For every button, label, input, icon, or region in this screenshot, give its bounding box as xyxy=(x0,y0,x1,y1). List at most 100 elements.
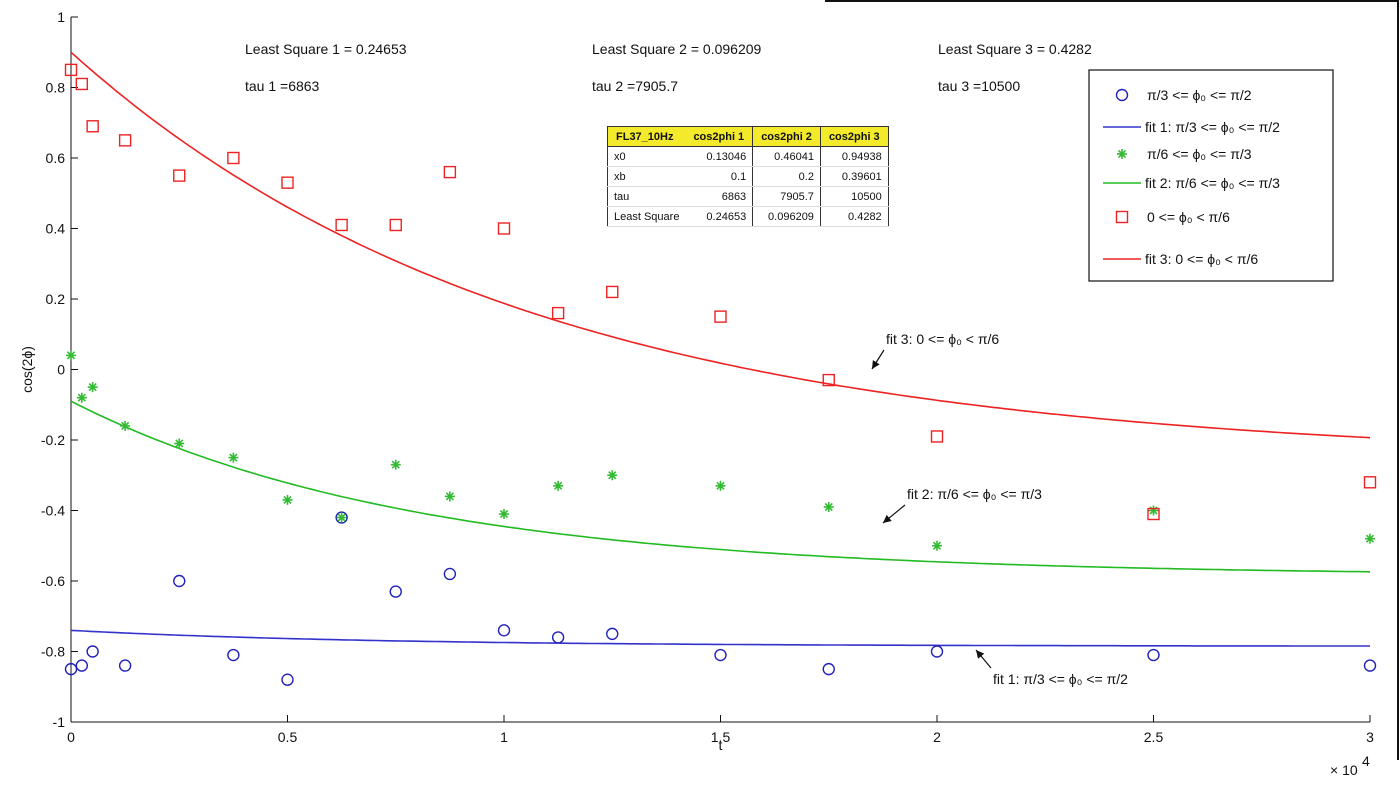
y-tick-label: 0.4 xyxy=(46,221,66,237)
legend-entry-label: fit 1: π/3 <= ϕ₀ <= π/2 xyxy=(1145,119,1280,135)
star-core xyxy=(447,494,452,499)
data-points xyxy=(64,63,1377,686)
data-point-star xyxy=(87,382,98,393)
table-cell: 0.46041 xyxy=(752,146,821,167)
fit-curve-3 xyxy=(70,400,1371,573)
data-point-square xyxy=(551,306,565,320)
fit-curves xyxy=(70,51,1371,647)
data-point-square xyxy=(64,63,78,77)
y-tick-label: -0.6 xyxy=(41,573,65,589)
table-row: Least Square 0.24653 0.096209 0.4282 xyxy=(607,206,889,227)
data-point-star xyxy=(823,501,834,512)
y-tick-label: -0.2 xyxy=(41,432,65,448)
data-point-circle xyxy=(64,662,78,676)
star-core xyxy=(502,512,506,517)
table-cell: 0.4282 xyxy=(820,206,889,227)
data-point-square xyxy=(1147,507,1160,521)
table-cell: 10500 xyxy=(820,186,889,207)
data-point-square xyxy=(281,176,294,189)
data-point-circle xyxy=(822,662,835,676)
data-point-star xyxy=(76,392,87,403)
legend-entry-label: 0 <= ϕ₀ < π/6 xyxy=(1147,209,1230,225)
data-point-star xyxy=(932,540,942,551)
data-point-square xyxy=(335,218,348,232)
data-point-circle xyxy=(389,585,402,598)
y-tick-label: 0.2 xyxy=(46,291,66,307)
y-tick-label: 1 xyxy=(57,9,65,25)
y-tick-label: 0.8 xyxy=(46,80,66,96)
star-core xyxy=(826,504,831,509)
table-row: x0 0.13046 0.46041 0.94938 xyxy=(607,146,889,167)
data-point-star xyxy=(336,512,347,523)
arrow-head xyxy=(872,360,880,369)
table-cell: 0.1 xyxy=(685,166,754,187)
legend-marker-star xyxy=(1117,149,1127,159)
arrow-head xyxy=(883,514,892,523)
x-exponent-power: 4 xyxy=(1362,753,1370,769)
data-point-circle xyxy=(930,645,944,658)
data-point-circle xyxy=(335,511,348,524)
data-point-square xyxy=(1363,476,1377,489)
x-exponent-label: × 10 xyxy=(1330,762,1358,778)
data-point-circle xyxy=(75,659,89,672)
data-point-circle xyxy=(1147,648,1160,662)
x-tick-label: 0 xyxy=(67,729,75,745)
data-point-star xyxy=(444,491,455,502)
legend: π/3 <= ϕ₀ <= π/2 fit 1: π/3 <= ϕ₀ <= π/2 π… xyxy=(1088,69,1334,282)
star-core xyxy=(79,395,84,400)
legend-entry-label: fit 2: π/6 <= ϕ₀ <= π/3 xyxy=(1145,175,1280,191)
data-point-circle xyxy=(606,627,619,641)
data-point-square xyxy=(75,77,89,91)
data-point-circle xyxy=(497,624,511,637)
star-core xyxy=(285,497,290,502)
x-tick-label: 3 xyxy=(1366,729,1374,745)
data-point-square xyxy=(86,120,99,133)
x-axis-title: t xyxy=(719,737,723,753)
annotation-text: Least Square 3 = 0.4282 xyxy=(938,41,1092,57)
arrow-head xyxy=(976,650,985,659)
data-point-square xyxy=(173,169,186,182)
star-core xyxy=(935,543,939,548)
fit-curve-1 xyxy=(70,629,1370,647)
data-point-square xyxy=(822,373,835,387)
x-tick-label: 0.5 xyxy=(278,729,298,745)
data-point-circle xyxy=(227,648,240,662)
star-core xyxy=(177,441,182,446)
x-tick-label: 1 xyxy=(500,729,508,745)
table-cell: 0.096209 xyxy=(752,206,821,227)
star-core xyxy=(123,423,128,428)
x-tick-label: 2 xyxy=(933,729,941,745)
y-tick-label: 0 xyxy=(57,362,65,378)
data-point-square xyxy=(389,218,402,232)
table-cell: 7905.7 xyxy=(752,186,821,207)
axes: -1 -0.8 -0.6 -0.4 -0.2 0 0.2 0.4 0.6 0.8 1 0 0.5 1 1.5… xyxy=(19,0,1399,778)
annotation-text: tau 3 =10500 xyxy=(938,78,1020,94)
star-core xyxy=(610,473,615,478)
star-core xyxy=(718,483,723,488)
data-point-star xyxy=(390,459,401,470)
table-header-row: FL37_10Hz cos2phi 1 cos2phi 2 cos2phi 3 xyxy=(607,126,889,147)
data-point-circle xyxy=(86,645,99,658)
data-point-square xyxy=(497,222,511,235)
data-point-star xyxy=(174,438,185,449)
data-point-circle xyxy=(443,567,457,581)
data-point-star xyxy=(228,452,239,463)
data-point-star xyxy=(66,350,76,361)
data-point-star xyxy=(553,480,564,491)
data-point-square xyxy=(606,285,619,299)
table-cell: 0.13046 xyxy=(685,146,754,167)
star-core xyxy=(339,515,344,520)
table-header: FL37_10Hz xyxy=(607,126,686,147)
table-cell: 0.39601 xyxy=(820,166,889,187)
data-point-star xyxy=(1365,533,1375,544)
data-point-circle xyxy=(551,631,565,644)
x-tick-label: 2.5 xyxy=(1144,729,1164,745)
y-axis-title: cos(2ϕ) xyxy=(19,346,35,393)
annotation-text: Least Square 1 = 0.24653 xyxy=(245,41,407,57)
table-cell: Least Square xyxy=(607,206,686,227)
data-point-star xyxy=(607,470,618,481)
arrow-label-text: fit 1: π/3 <= ϕ₀ <= π/2 xyxy=(993,671,1128,687)
table-cell: x0 xyxy=(607,146,686,167)
annotation-text: tau 1 =6863 xyxy=(245,78,320,94)
data-point-star xyxy=(282,494,293,505)
